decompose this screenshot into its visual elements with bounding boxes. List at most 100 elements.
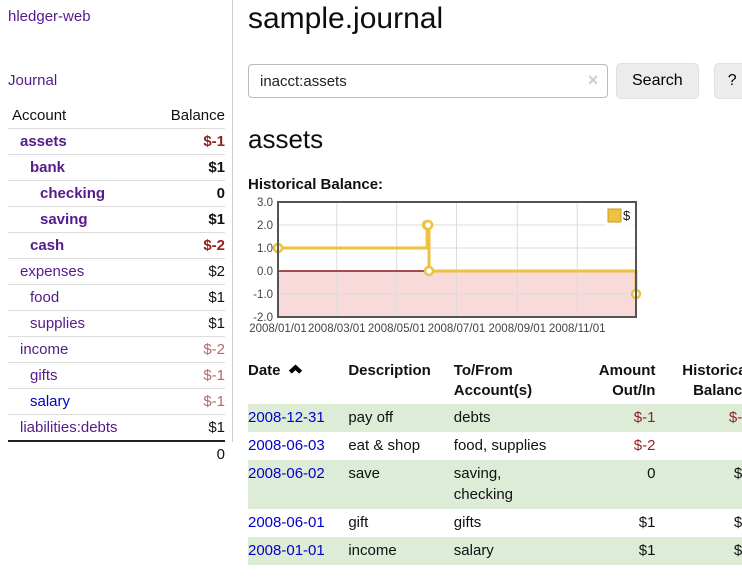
register-header-date-label: Date [248,362,281,379]
register-balance-cell: $2 [733,514,742,531]
register-header-description: Description [348,362,431,379]
register-row: 2008-06-03 eat & shop food, supplies $-20 [248,432,742,460]
register-date-cell: 2008-01-01 [248,537,348,565]
register-description-cell: pay off [348,409,394,426]
register-header-row: Date Description To/From Account(s) Amoun… [248,359,742,404]
account-row: gifts $-1 [8,362,225,389]
account-row: assets $-1 [8,128,225,155]
register-balance-cell: $-1 [728,409,742,426]
svg-text:2008/11/01: 2008/11/01 [549,323,606,335]
svg-text:-2.0: -2.0 [253,312,273,324]
register-amount-cell: $1 [638,542,656,559]
register-date-cell: 2008-06-03 [248,432,348,460]
account-name-cell: salary [8,388,150,415]
account-row: expenses $2 [8,258,225,285]
register-accounts-cell: food, supplies [453,437,547,454]
register-row: 2008-06-02 save saving,checking 0 $2 [248,460,742,509]
svg-text:2008/09/01: 2008/09/01 [489,323,547,335]
accounts-table: Account Balance assets $-1 bank $1 checking 0… [8,104,225,467]
chart-title: Historical Balance: [248,176,384,193]
account-link-saving[interactable]: saving [40,211,88,228]
help-button[interactable]: ? [713,63,742,99]
accounts-header-balance: Balance [149,104,225,129]
account-link-gifts[interactable]: gifts [30,367,58,384]
account-balance: $-2 [149,336,225,363]
transaction-date-link[interactable]: 2008-01-01 [248,542,325,559]
account-link-food[interactable]: food [30,289,60,306]
account-row: cash $-2 [8,232,225,259]
register-header-date[interactable]: Date [248,359,348,404]
svg-text:2008/01/01: 2008/01/01 [249,323,307,335]
transaction-date-link[interactable]: 2008-06-03 [248,437,325,454]
transaction-date-link[interactable]: 2008-12-31 [248,409,325,426]
register-accounts-cell: salary [453,542,494,559]
register-table: Date Description To/From Account(s) Amoun… [248,359,742,565]
register-accounts-cell: gifts [453,514,482,531]
account-balance: $1 [149,414,225,442]
account-link-income[interactable]: income [20,341,69,358]
account-link-assets[interactable]: assets [20,133,67,150]
accounts-total-balance: 0 [149,440,225,467]
account-row: liabilities:debts $1 [8,414,225,442]
svg-text:2.0: 2.0 [257,220,273,232]
register-row: 2008-12-31 pay off debts $-1 $-1 [248,404,742,432]
account-balance: 0 [149,180,225,207]
register-description-cell: eat & shop [348,437,421,454]
account-balance: $-2 [149,232,225,259]
account-row: supplies $1 [8,310,225,337]
search-form: ✕ Search ? [248,63,742,99]
svg-text:-1.0: -1.0 [253,289,273,301]
sort-ascending-icon [288,364,302,374]
account-link-cash[interactable]: cash [30,237,65,254]
account-balance: $1 [149,310,225,337]
register-balance-cell: $2 [733,465,742,482]
accounts-header-row: Account Balance [8,104,225,129]
account-balance: $-1 [149,388,225,415]
main-content: sample.journal ✕ Search ? assets Histori… [233,0,742,582]
sidebar-item-journal[interactable]: Journal [8,72,58,89]
account-link-expenses[interactable]: expenses [20,263,85,280]
transaction-date-link[interactable]: 2008-06-01 [248,514,325,531]
register-amount-cell: $-2 [633,437,656,454]
account-name-cell: bank [8,154,150,181]
search-input[interactable] [248,64,608,98]
account-link-bank[interactable]: bank [30,159,66,176]
sidebar-nav: Journal [8,72,225,89]
register-accounts-cell: saving, checking [453,465,513,503]
svg-text:1.0: 1.0 [257,243,273,255]
account-balance: $-1 [149,362,225,389]
register-date-cell: 2008-12-31 [248,404,348,432]
account-name-cell: assets [8,128,150,155]
account-balance: $-1 [149,128,225,155]
account-balance: $1 [149,284,225,311]
register-date-cell: 2008-06-02 [248,460,348,509]
clear-search-icon[interactable]: ✕ [587,72,599,88]
account-name-cell: cash [8,232,150,259]
account-name-cell: expenses [8,258,150,285]
register-amount-cell: $-1 [633,409,656,426]
transaction-date-link[interactable]: 2008-06-02 [248,465,325,482]
account-name-cell: food [8,284,150,311]
search-button[interactable]: Search [616,63,699,99]
account-name-cell: supplies [8,310,150,337]
register-balance-cell: $1 [733,542,742,559]
svg-text:$: $ [623,208,631,223]
account-link-liabilities-debts[interactable]: liabilities:debts [20,419,118,436]
account-link-checking[interactable]: checking [40,185,106,202]
account-row: salary $-1 [8,388,225,415]
account-link-supplies[interactable]: supplies [30,315,86,332]
brand-link[interactable]: hledger-web [8,8,91,25]
register-amount-cell: 0 [647,465,656,482]
svg-text:2008/07/01: 2008/07/01 [428,323,486,335]
account-row: income $-2 [8,336,225,363]
historical-balance-chart[interactable]: $3.0 2.0 1.0 0.0 -1.0 -2.0 2008/01/01 2008/03/0… [248,197,742,341]
register-accounts-cell: debts [453,409,491,426]
page-title: sample.journal [248,2,444,35]
sidebar: hledger-web Journal Account Balance asse… [0,0,233,467]
svg-text:2008/05/01: 2008/05/01 [368,323,426,335]
account-balance: $1 [149,154,225,181]
account-name-cell: liabilities:debts [8,414,150,442]
account-balance: $2 [149,258,225,285]
account-link-salary[interactable]: salary [30,393,71,410]
